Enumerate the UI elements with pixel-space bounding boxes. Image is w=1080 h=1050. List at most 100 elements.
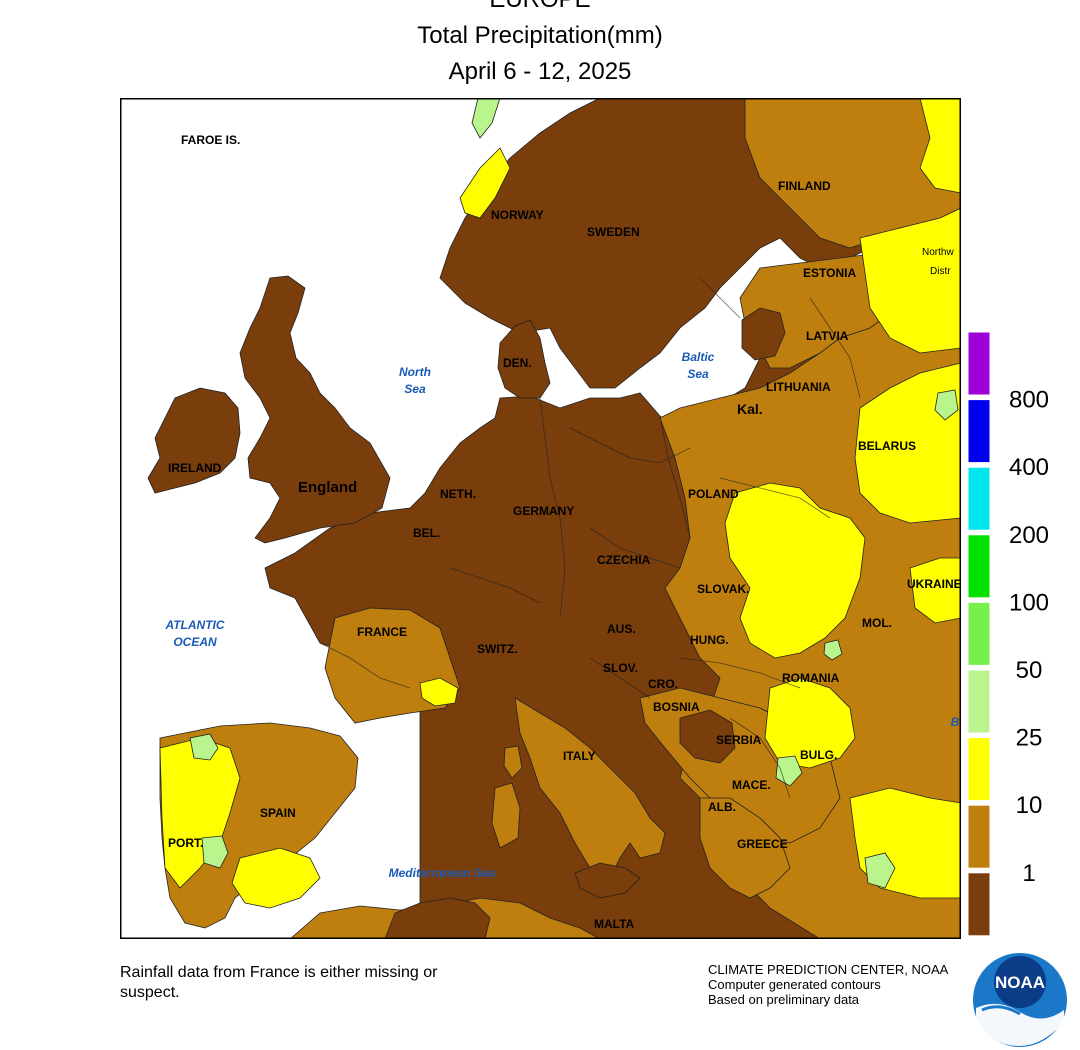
label-b-edge: B	[951, 715, 960, 729]
label-poland: POLAND	[688, 487, 739, 501]
legend-bin	[967, 601, 991, 666]
label-northwest-2: Distr	[930, 266, 951, 277]
ukraine-west-10to25-zone	[909, 557, 961, 624]
label-italy: ITALY	[563, 749, 596, 763]
norway-north-25to50-zone	[471, 98, 501, 139]
label-atlantic-2: OCEAN	[173, 635, 217, 649]
label-port: PORT.	[168, 836, 203, 850]
legend-bin	[967, 737, 991, 802]
label-med: Mediterranean Sea	[389, 866, 496, 880]
precipitation-map: FAROE IS. NORWAY SWEDEN FINLAND ESTONIA …	[120, 98, 961, 939]
credit-line-2: Computer generated contours	[708, 977, 881, 992]
france-data-note: Rainfall data from France is either miss…	[120, 964, 438, 1001]
label-norway: NORWAY	[491, 208, 544, 222]
label-baltic-2: Sea	[687, 367, 709, 381]
label-spain: SPAIN	[260, 806, 296, 820]
portugal-south-25to50-zone	[201, 835, 229, 869]
label-france: FRANCE	[357, 625, 407, 639]
label-bosnia: BOSNIA	[653, 700, 700, 714]
legend-bin	[967, 804, 991, 869]
legend-threshold-label: 400	[1009, 454, 1049, 481]
legend-threshold-label: 10	[1016, 792, 1043, 819]
label-faroe: FAROE IS.	[181, 133, 240, 147]
label-greece: GREECE	[737, 837, 788, 851]
romania-25to50-zone	[823, 639, 843, 661]
credit-line-1: CLIMATE PREDICTION CENTER, NOAA	[708, 962, 949, 977]
label-north-sea-2: Sea	[404, 382, 426, 396]
label-alb: ALB.	[708, 800, 736, 814]
label-kal: Kal.	[737, 401, 763, 417]
great-britain-landmass	[239, 275, 391, 544]
corsica-landmass	[503, 745, 523, 779]
label-northwest-1: Northw	[922, 247, 954, 258]
denmark-landmass	[497, 319, 551, 399]
label-atlantic-1: ATLANTIC	[164, 618, 224, 632]
credit-line-3: Based on preliminary data	[708, 992, 860, 1007]
label-switz: SWITZ.	[477, 642, 518, 656]
map-frame	[120, 98, 961, 939]
sicily-landmass	[574, 862, 641, 899]
legend-threshold-label: 50	[1016, 657, 1043, 684]
poland-east-10to25-zone	[724, 482, 866, 659]
label-hung: HUNG.	[690, 633, 729, 647]
map-period-title: April 6 - 12, 2025	[448, 58, 632, 85]
label-belarus: BELARUS	[858, 439, 916, 453]
norway-coast-10to25-zone	[459, 147, 511, 219]
label-latvia: LATVIA	[806, 329, 849, 343]
legend-bin	[967, 872, 991, 937]
label-ireland: IRELAND	[168, 461, 222, 475]
map-variable-title: Total Precipitation(mm)	[417, 22, 663, 49]
label-serbia: SERBIA	[716, 733, 762, 747]
label-finland: FINLAND	[778, 179, 831, 193]
finland-east-10to25-zone	[919, 98, 961, 194]
ireland-landmass	[147, 387, 241, 494]
label-north-sea-1: North	[399, 365, 431, 379]
legend-bin	[967, 534, 991, 599]
serbia-25to50-zone	[775, 755, 803, 787]
legend-bin	[967, 399, 991, 464]
belarus-25to50-zone	[934, 389, 959, 421]
legend-bin	[967, 466, 991, 531]
turkey-25to50-zone	[864, 852, 896, 889]
label-czechia: CZECHIA	[597, 553, 651, 567]
bosnia-dry-area	[679, 709, 736, 764]
label-estonia: ESTONIA	[803, 266, 856, 280]
label-bel: BEL.	[413, 526, 440, 540]
spain-south-10to25-zone	[231, 847, 321, 909]
precipitation-legend: 800 400 200 100 50 25 10 1	[967, 331, 1049, 937]
label-england: England	[298, 479, 357, 496]
label-bulg: BULG.	[800, 748, 837, 762]
greece-1to10-zone	[699, 797, 791, 899]
belarus-10to25-zone	[854, 362, 961, 524]
label-mol: MOL.	[862, 616, 892, 630]
label-ukraine: UKRAINE	[907, 577, 961, 591]
noaa-logo-text: NOAA	[995, 973, 1045, 992]
label-lithuania: LITHUANIA	[766, 380, 831, 394]
romania-south-10to25-zone	[764, 677, 856, 769]
label-baltic-1: Baltic	[682, 350, 715, 364]
label-germany: GERMANY	[513, 504, 574, 518]
noaa-logo: NOAA	[973, 953, 1067, 1047]
italy-landmass	[514, 697, 666, 879]
legend-threshold-label: 100	[1009, 589, 1049, 616]
label-mace: MACE.	[732, 778, 771, 792]
legend-threshold-label: 200	[1009, 522, 1049, 549]
label-slov: SLOV.	[603, 661, 638, 675]
credit-block: CLIMATE PREDICTION CENTER, NOAA Computer…	[708, 962, 948, 1007]
portugal-north-25to50-zone	[189, 733, 219, 761]
label-cro: CRO.	[648, 677, 678, 691]
label-den: DEN.	[503, 356, 532, 370]
northwest-russia-10to25-zone	[859, 207, 961, 354]
france-southeast-10to25-zone	[419, 677, 459, 707]
label-aus: AUS.	[607, 622, 636, 636]
kaliningrad-dry-area	[741, 307, 786, 361]
legend-threshold-label: 25	[1016, 725, 1043, 752]
sardinia-landmass	[491, 782, 521, 849]
tunisia-dry-area	[384, 897, 491, 939]
map-region-title: EUROPE	[0, 0, 1080, 14]
label-slovak: SLOVAK.	[697, 582, 749, 596]
label-romania: ROMANIA	[782, 671, 840, 685]
legend-threshold-label: 1	[1022, 860, 1035, 887]
legend-threshold-label: 800	[1009, 387, 1049, 414]
label-sweden: SWEDEN	[587, 225, 640, 239]
